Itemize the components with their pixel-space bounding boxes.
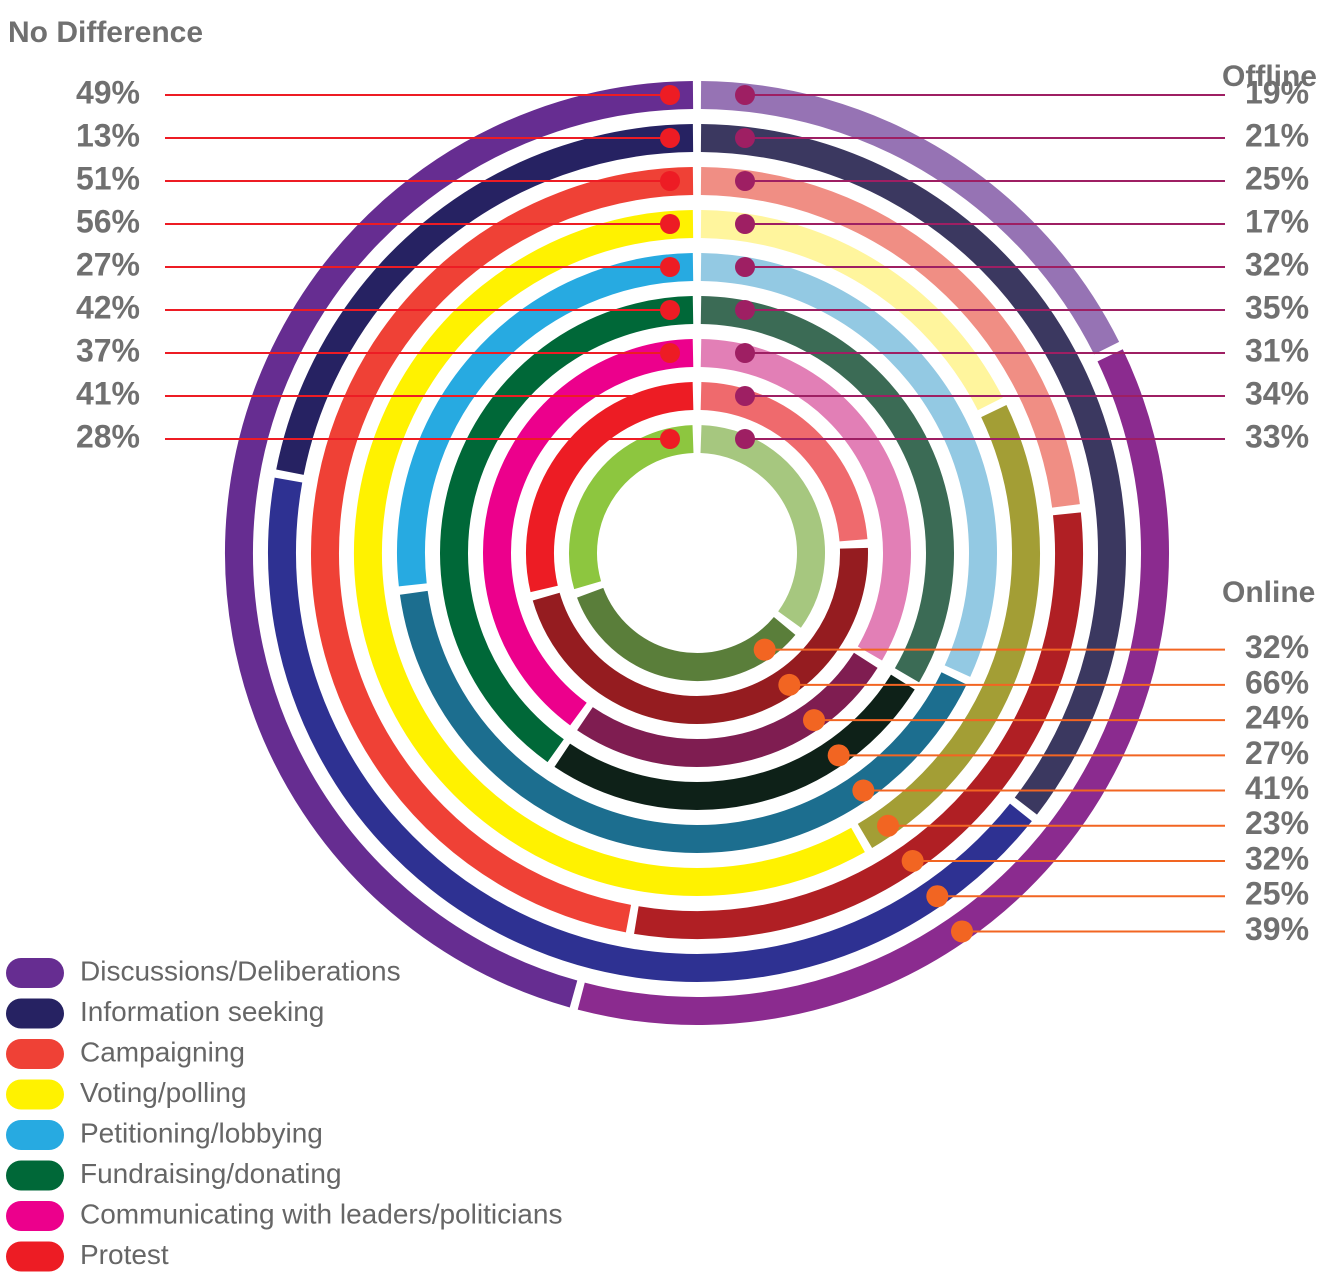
- ring-segment: [857, 405, 1040, 848]
- legend-swatch: [6, 1201, 64, 1231]
- ring-segment: [225, 81, 694, 1008]
- ring-segment: [354, 210, 865, 896]
- legend-label: Voting/polling: [80, 1077, 247, 1108]
- leader-dot: [803, 709, 826, 732]
- value-label: 28%: [76, 418, 140, 454]
- ring-segment: [483, 339, 694, 726]
- value-label: 56%: [76, 203, 140, 239]
- ring-segment: [577, 349, 1169, 1025]
- leader-dot: [735, 128, 755, 148]
- ring-segment: [577, 652, 878, 767]
- value-label: 17%: [1245, 203, 1309, 239]
- value-label: 27%: [1245, 735, 1309, 771]
- no-difference-heading: No Difference: [8, 16, 203, 49]
- leader-dot: [877, 814, 900, 837]
- leader-dot: [660, 85, 680, 105]
- online-heading: Online: [1222, 576, 1315, 609]
- ring-segment: [526, 382, 694, 593]
- ring-segment: [311, 167, 694, 933]
- value-label: 19%: [1245, 74, 1309, 110]
- legend-label: Communicating with leaders/politicians: [80, 1198, 562, 1229]
- leader-dot: [753, 638, 776, 661]
- ring-segment: [399, 590, 967, 853]
- ring-segment: [700, 167, 1080, 508]
- ring-segment: [577, 587, 796, 681]
- leader-dot: [660, 128, 680, 148]
- leader-dot: [660, 214, 680, 234]
- ring-segment: [700, 253, 997, 677]
- value-label: 25%: [1245, 876, 1309, 912]
- value-label: 35%: [1245, 289, 1309, 325]
- ring-segment: [700, 339, 911, 661]
- leader-dot: [852, 779, 875, 802]
- ring-segment: [634, 512, 1083, 939]
- ring-segment: [569, 425, 694, 590]
- value-label: 24%: [1245, 700, 1309, 736]
- legend-label: Protest: [80, 1239, 169, 1270]
- value-label: 66%: [1245, 664, 1309, 700]
- leader-dot: [901, 850, 924, 873]
- leader-dot: [778, 673, 801, 696]
- leader-dot: [660, 429, 680, 449]
- value-label: 21%: [1245, 117, 1309, 153]
- ring-segment: [276, 124, 694, 475]
- value-label: 31%: [1245, 332, 1309, 368]
- leader-dot: [660, 300, 680, 320]
- legend-swatch: [6, 958, 64, 988]
- leader-dot: [735, 429, 755, 449]
- legend-swatch: [6, 998, 64, 1029]
- legend-label: Discussions/Deliberations: [80, 955, 401, 986]
- legend-label: Campaigning: [80, 1036, 245, 1067]
- ring-segment: [554, 674, 915, 810]
- leader-dot: [735, 343, 755, 363]
- legend-swatch: [6, 1120, 64, 1150]
- leader-dot: [735, 85, 755, 105]
- legend-label: Fundraising/donating: [80, 1158, 342, 1189]
- ring-segment: [268, 477, 1032, 982]
- value-label: 34%: [1245, 375, 1309, 411]
- value-label: 42%: [76, 289, 140, 325]
- value-label: 39%: [1245, 911, 1309, 947]
- leader-dot: [827, 744, 850, 767]
- value-label: 32%: [1245, 246, 1309, 282]
- legend-swatch: [6, 1241, 64, 1272]
- leader-dot: [660, 257, 680, 277]
- value-label: 51%: [76, 160, 140, 196]
- leader-dot: [735, 386, 755, 406]
- ring-segment: [700, 124, 1126, 815]
- ring-segment: [700, 425, 825, 628]
- value-label: 41%: [76, 375, 140, 411]
- legend-swatch: [6, 1160, 64, 1191]
- leader-dot: [735, 300, 755, 320]
- leader-dot: [735, 214, 755, 234]
- legend-swatch: [6, 1039, 64, 1069]
- ring-segment: [700, 296, 954, 683]
- value-label: 13%: [76, 117, 140, 153]
- leader-dot: [660, 343, 680, 363]
- legend-swatch: [6, 1079, 64, 1110]
- leader-dot: [735, 257, 755, 277]
- value-label: 32%: [1245, 629, 1309, 665]
- leader-dot: [926, 885, 949, 908]
- value-label: 32%: [1245, 840, 1309, 876]
- offline-heading: Offline: [1222, 60, 1317, 93]
- ring-segment: [440, 296, 694, 763]
- value-label: 23%: [1245, 805, 1309, 841]
- leader-dot: [660, 171, 680, 191]
- ring-segment: [532, 547, 868, 724]
- ring-segment: [397, 253, 694, 587]
- value-label: 33%: [1245, 418, 1309, 454]
- leader-dot: [660, 386, 680, 406]
- leader-dot: [735, 171, 755, 191]
- value-label: 37%: [76, 332, 140, 368]
- leader-dot: [950, 920, 973, 943]
- legend-label: Information seeking: [80, 996, 324, 1027]
- ring-segment: [700, 81, 1120, 355]
- value-label: 41%: [1245, 770, 1309, 806]
- value-label: 27%: [76, 246, 140, 282]
- legend-label: Petitioning/lobbying: [80, 1117, 323, 1148]
- value-label: 49%: [76, 74, 140, 110]
- value-label: 25%: [1245, 160, 1309, 196]
